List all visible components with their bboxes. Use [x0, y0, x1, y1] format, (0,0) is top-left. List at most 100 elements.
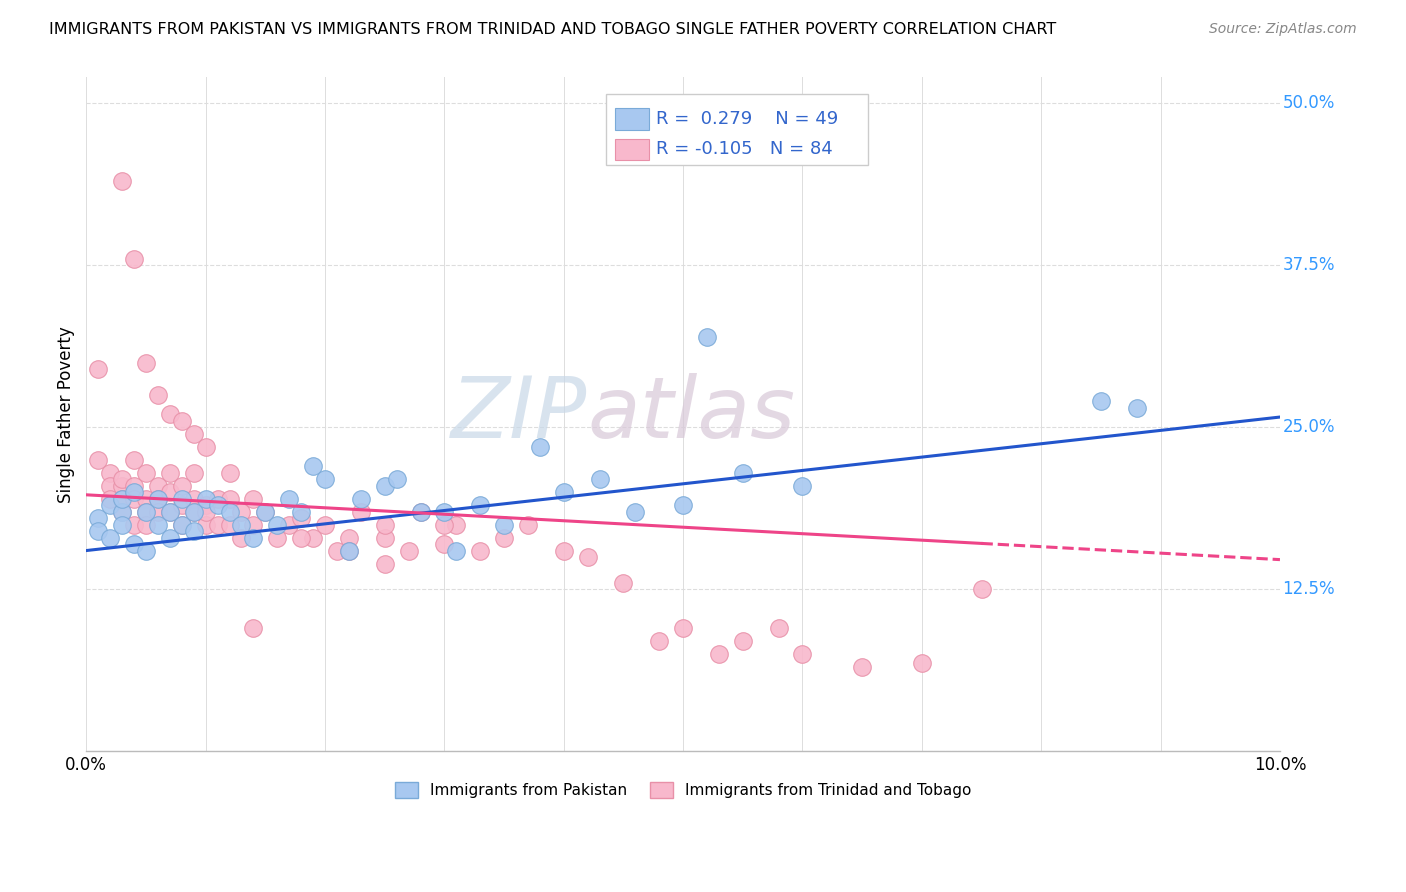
- Point: [146, 479, 169, 493]
- Text: Source: ZipAtlas.com: Source: ZipAtlas.com: [1209, 22, 1357, 37]
- Point: [350, 505, 373, 519]
- Point: [111, 505, 134, 519]
- Point: [87, 362, 110, 376]
- Point: [470, 498, 492, 512]
- Point: [433, 505, 456, 519]
- FancyBboxPatch shape: [614, 139, 648, 160]
- Point: [374, 531, 396, 545]
- Point: [433, 517, 456, 532]
- Point: [398, 543, 420, 558]
- Point: [183, 505, 205, 519]
- Point: [409, 505, 432, 519]
- Point: [409, 505, 432, 519]
- Point: [111, 491, 134, 506]
- Point: [135, 466, 157, 480]
- Point: [446, 517, 468, 532]
- Point: [183, 524, 205, 538]
- Point: [470, 543, 492, 558]
- Point: [970, 582, 993, 597]
- Point: [1125, 401, 1147, 415]
- Y-axis label: Single Father Poverty: Single Father Poverty: [58, 326, 75, 503]
- FancyBboxPatch shape: [614, 109, 648, 129]
- Point: [242, 531, 264, 545]
- Point: [576, 549, 599, 564]
- Point: [146, 388, 169, 402]
- Point: [207, 498, 229, 512]
- Point: [553, 543, 575, 558]
- Point: [135, 491, 157, 506]
- Point: [290, 531, 312, 545]
- Point: [183, 505, 205, 519]
- Point: [672, 621, 695, 635]
- Point: [218, 491, 240, 506]
- Point: [87, 452, 110, 467]
- Point: [302, 531, 325, 545]
- Point: [433, 537, 456, 551]
- Point: [326, 543, 349, 558]
- Text: ZIP: ZIP: [451, 373, 588, 456]
- Point: [135, 356, 157, 370]
- Point: [98, 498, 121, 512]
- Point: [218, 466, 240, 480]
- Point: [122, 452, 145, 467]
- Point: [194, 505, 217, 519]
- Point: [98, 479, 121, 493]
- Point: [159, 531, 181, 545]
- Point: [446, 543, 468, 558]
- Point: [122, 491, 145, 506]
- Point: [242, 491, 264, 506]
- Point: [122, 485, 145, 500]
- Point: [290, 505, 312, 519]
- Point: [231, 531, 253, 545]
- Point: [183, 466, 205, 480]
- Point: [194, 491, 217, 506]
- Point: [111, 174, 134, 188]
- Point: [170, 414, 193, 428]
- Point: [87, 511, 110, 525]
- Point: [122, 252, 145, 266]
- Point: [374, 557, 396, 571]
- Point: [146, 491, 169, 506]
- Point: [254, 505, 277, 519]
- Point: [194, 440, 217, 454]
- Point: [314, 517, 336, 532]
- Point: [146, 505, 169, 519]
- Point: [254, 505, 277, 519]
- Point: [170, 517, 193, 532]
- Point: [170, 491, 193, 506]
- Text: R =  0.279    N = 49: R = 0.279 N = 49: [655, 110, 838, 128]
- Point: [218, 517, 240, 532]
- Point: [242, 517, 264, 532]
- Point: [624, 505, 647, 519]
- Point: [792, 479, 814, 493]
- Point: [98, 531, 121, 545]
- Legend: Immigrants from Pakistan, Immigrants from Trinidad and Tobago: Immigrants from Pakistan, Immigrants fro…: [388, 776, 977, 805]
- Point: [111, 472, 134, 486]
- Point: [385, 472, 408, 486]
- Point: [98, 466, 121, 480]
- Point: [135, 505, 157, 519]
- Point: [266, 531, 288, 545]
- Point: [851, 660, 873, 674]
- Point: [768, 621, 790, 635]
- Point: [159, 505, 181, 519]
- Text: 12.5%: 12.5%: [1282, 581, 1334, 599]
- Text: 25.0%: 25.0%: [1282, 418, 1334, 436]
- Point: [612, 576, 634, 591]
- Point: [111, 505, 134, 519]
- Point: [494, 517, 516, 532]
- Point: [278, 517, 301, 532]
- Point: [588, 472, 610, 486]
- Point: [278, 491, 301, 506]
- Point: [111, 517, 134, 532]
- Point: [146, 491, 169, 506]
- Text: R = -0.105   N = 84: R = -0.105 N = 84: [655, 141, 832, 159]
- Point: [170, 498, 193, 512]
- Point: [87, 524, 110, 538]
- Point: [159, 408, 181, 422]
- Point: [337, 531, 360, 545]
- Point: [374, 517, 396, 532]
- Point: [146, 517, 169, 532]
- Point: [170, 517, 193, 532]
- Point: [553, 485, 575, 500]
